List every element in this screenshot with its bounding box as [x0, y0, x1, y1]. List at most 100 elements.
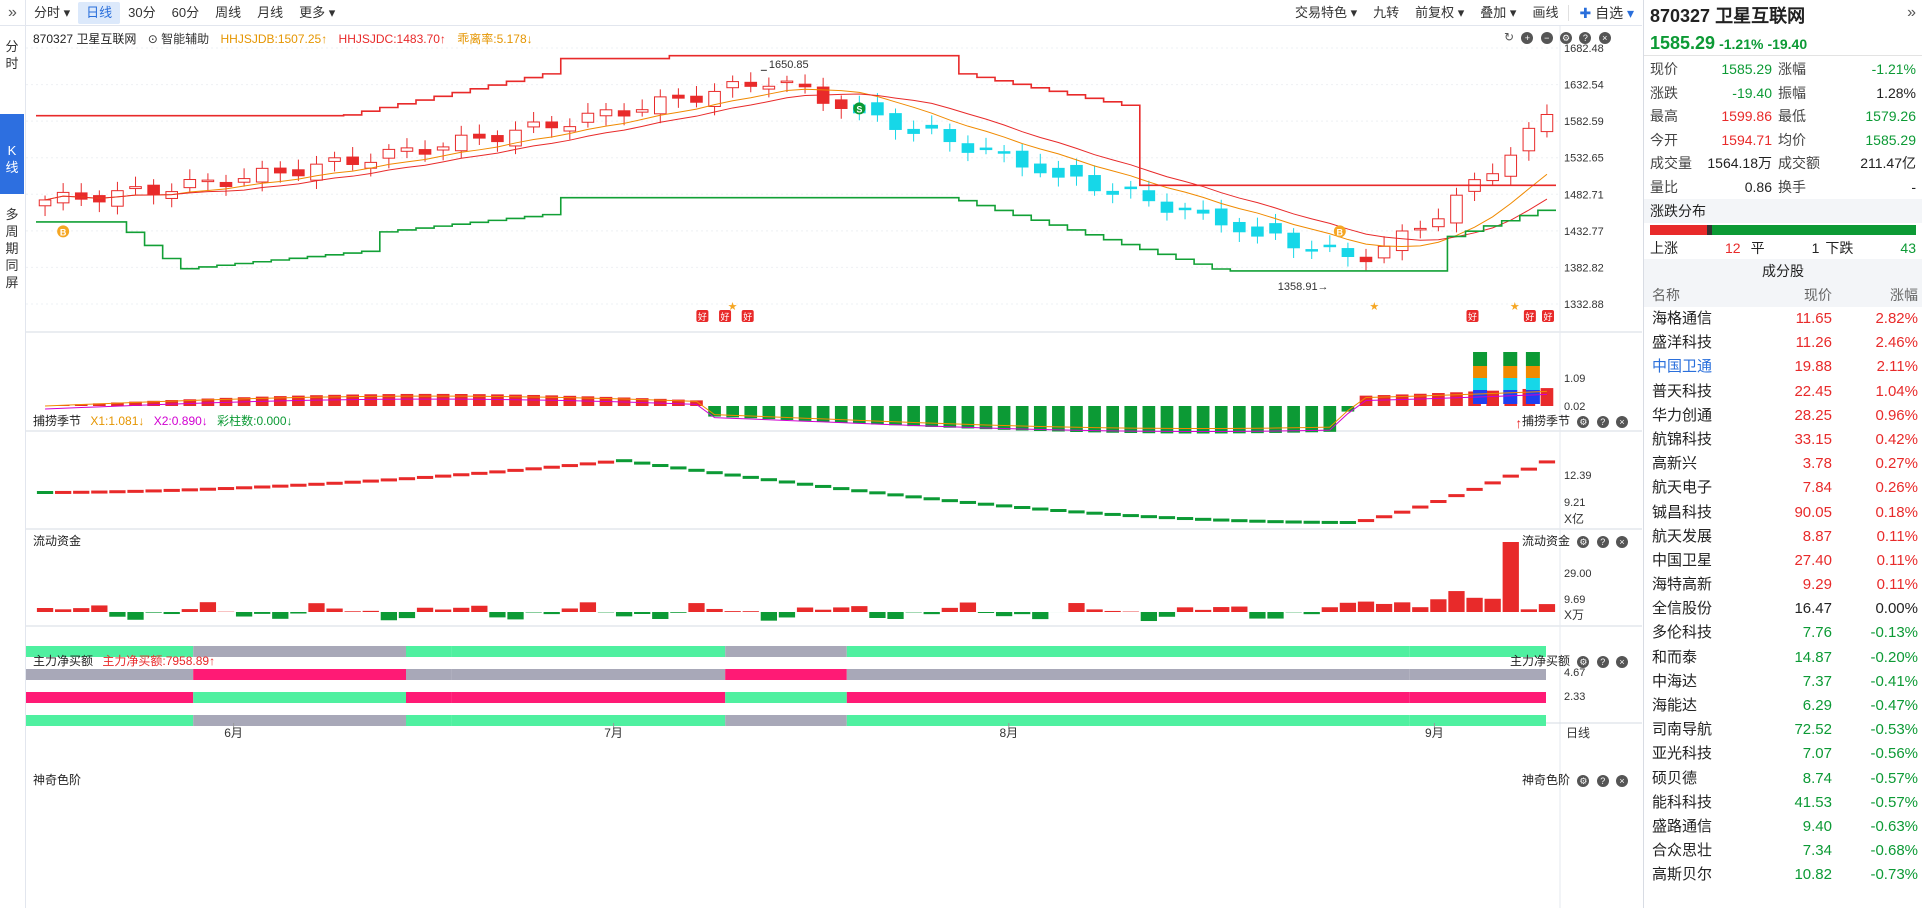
constituent-row[interactable]: 盛洋科技 11.26 2.46% — [1644, 331, 1922, 355]
month-label: 9月 — [1425, 726, 1444, 740]
help-icon[interactable]: ? — [1596, 415, 1609, 428]
magic-segment — [451, 692, 726, 703]
magic-segment — [26, 715, 194, 726]
constituent-row[interactable]: 海特高新 9.29 0.11% — [1644, 573, 1922, 597]
magic-segment — [1409, 715, 1546, 726]
constituent-row[interactable]: 航天电子 7.84 0.26% — [1644, 476, 1922, 500]
constituent-row[interactable]: 合众思壮 7.34 -0.68% — [1644, 839, 1922, 863]
flow-mark — [1176, 517, 1194, 521]
draw-line-button[interactable]: 画线 — [1532, 5, 1559, 20]
tab-daily[interactable]: 日线 — [78, 1, 121, 24]
constituent-row[interactable]: 普天科技 22.45 1.04% — [1644, 380, 1922, 404]
buy-marker: B — [1337, 227, 1344, 237]
help-icon[interactable]: ? — [1596, 535, 1609, 548]
constituent-name: 盛洋科技 — [1652, 334, 1713, 352]
constituent-name: 高斯贝尔 — [1652, 866, 1713, 884]
settings-icon[interactable]: ⚙ — [1577, 535, 1590, 548]
col-price[interactable]: 现价 — [1804, 287, 1832, 303]
tab-30min[interactable]: 30分 — [128, 4, 156, 20]
constituent-row[interactable]: 海能达 6.29 -0.47% — [1644, 694, 1922, 718]
tab-intraday[interactable]: 分时 — [5, 39, 19, 71]
zoom-in-icon[interactable]: + — [1521, 31, 1534, 44]
tab-monthly[interactable]: 月线 — [257, 4, 284, 20]
constituent-row[interactable]: 中国卫星 27.40 0.11% — [1644, 549, 1922, 573]
constituent-change: 0.42% — [1875, 430, 1918, 448]
help-icon[interactable]: ? — [1596, 655, 1609, 668]
candle-body — [997, 151, 1011, 154]
tab-weekly[interactable]: 周线 — [215, 4, 242, 20]
flow-mark — [869, 491, 886, 495]
close-icon[interactable]: × — [1616, 535, 1629, 548]
col-change[interactable]: 涨幅 — [1890, 287, 1918, 303]
add-watchlist-button[interactable]: ✚ 自选 ▾ — [1579, 5, 1634, 21]
constituent-row[interactable]: 铖昌科技 90.05 0.18% — [1644, 501, 1922, 525]
close-icon[interactable]: × — [1616, 415, 1629, 428]
flow-legend: 流动资金 — [33, 532, 81, 549]
settings-icon[interactable]: ⚙ — [1577, 655, 1590, 668]
net-bar — [1068, 603, 1085, 612]
close-icon[interactable]: × — [1616, 774, 1629, 787]
collapse-icon[interactable]: » — [0, 0, 26, 26]
candle-body — [346, 156, 359, 165]
tab-60min[interactable]: 60分 — [171, 4, 200, 20]
tab-multi-period[interactable]: 多周期同屏 — [5, 207, 19, 290]
overlay-dropdown[interactable]: 叠加 ▾ — [1480, 5, 1517, 20]
constituent-name: 能科科技 — [1652, 793, 1713, 811]
settings-icon[interactable]: ⚙ — [1577, 415, 1590, 428]
constituent-row[interactable]: 中国卫通 19.88 2.11% — [1644, 355, 1922, 379]
constituents-list: 海格通信 11.65 2.82% 盛洋科技 11.26 2.46% 中国卫通 19.88 2.1… — [1644, 307, 1922, 888]
constituent-row[interactable]: 能科科技 41.53 -0.57% — [1644, 791, 1922, 815]
constituent-name: 多伦科技 — [1652, 624, 1713, 642]
candle-body — [599, 109, 613, 117]
tab-fenshi[interactable]: 分时 ▾ — [34, 4, 71, 20]
more-dropdown[interactable]: 更多 ▾ — [299, 4, 336, 20]
net-bar — [55, 609, 72, 612]
jiuzhuan-button[interactable]: 九转 — [1373, 5, 1400, 20]
candle-body — [147, 184, 160, 195]
close-icon[interactable]: × — [1598, 31, 1611, 44]
constituent-row[interactable]: 亚光科技 7.07 -0.56% — [1644, 742, 1922, 766]
constituent-row[interactable]: 司南导航 72.52 -0.53% — [1644, 718, 1922, 742]
constituents-title: 成分股 — [1644, 259, 1922, 283]
help-icon[interactable]: ? — [1579, 31, 1592, 44]
collapse-right-icon[interactable]: » — [1907, 4, 1916, 21]
constituent-name: 高新兴 — [1652, 455, 1698, 473]
assist-toggle[interactable]: ⊙ 智能辅助 — [147, 32, 210, 46]
constituent-row[interactable]: 华力创通 28.25 0.96% — [1644, 404, 1922, 428]
flow-mark — [1032, 507, 1049, 511]
constituent-row[interactable]: 海格通信 11.65 2.82% — [1644, 307, 1922, 331]
kline-chart[interactable]: 1682.48 1632.54 1582.59 1532.65 1482.71 1432.… — [26, 26, 1642, 908]
flow-mark — [833, 487, 850, 491]
constituent-row[interactable]: 高新兴 3.78 0.27% — [1644, 452, 1922, 476]
catch-bar — [780, 406, 794, 421]
help-icon[interactable]: ? — [1596, 774, 1609, 787]
constituent-row[interactable]: 高斯贝尔 10.82 -0.73% — [1644, 863, 1922, 887]
catch-bar — [1251, 406, 1264, 434]
net-bar — [1032, 612, 1049, 620]
zoom-out-icon[interactable]: − — [1540, 31, 1553, 44]
magic-segment — [406, 715, 452, 726]
constituent-row[interactable]: 航锦科技 33.15 0.42% — [1644, 428, 1922, 452]
flow-mark — [1394, 510, 1411, 514]
constituent-row[interactable]: 和而泰 14.87 -0.20% — [1644, 646, 1922, 670]
constituent-row[interactable]: 中海达 7.37 -0.41% — [1644, 670, 1922, 694]
flow-mark — [127, 489, 144, 493]
constituent-row[interactable]: 多伦科技 7.76 -0.13% — [1644, 621, 1922, 645]
net-panel-value: 主力净买额:7958.89↑ — [102, 654, 216, 668]
close-icon[interactable]: × — [1616, 655, 1629, 668]
constituent-row[interactable]: 全信股份 16.47 0.00% — [1644, 597, 1922, 621]
constituent-name: 合众思壮 — [1652, 842, 1713, 860]
trade-feature-dropdown[interactable]: 交易特色 ▾ — [1294, 5, 1358, 20]
adjust-dropdown[interactable]: 前复权 ▾ — [1415, 5, 1465, 20]
constituent-row[interactable]: 航天发展 8.87 0.11% — [1644, 525, 1922, 549]
constituent-row[interactable]: 盛路通信 9.40 -0.63% — [1644, 815, 1922, 839]
settings-icon[interactable]: ⚙ — [1577, 774, 1590, 787]
candle-body — [56, 191, 70, 204]
col-name[interactable]: 名称 — [1652, 287, 1680, 303]
catch-orange-block — [1525, 366, 1540, 378]
refresh-icon[interactable]: ↻ — [1504, 30, 1515, 44]
settings-icon[interactable]: ⚙ — [1560, 31, 1573, 44]
constituent-row[interactable]: 硕贝德 8.74 -0.57% — [1644, 767, 1922, 791]
candle-body — [961, 143, 975, 153]
